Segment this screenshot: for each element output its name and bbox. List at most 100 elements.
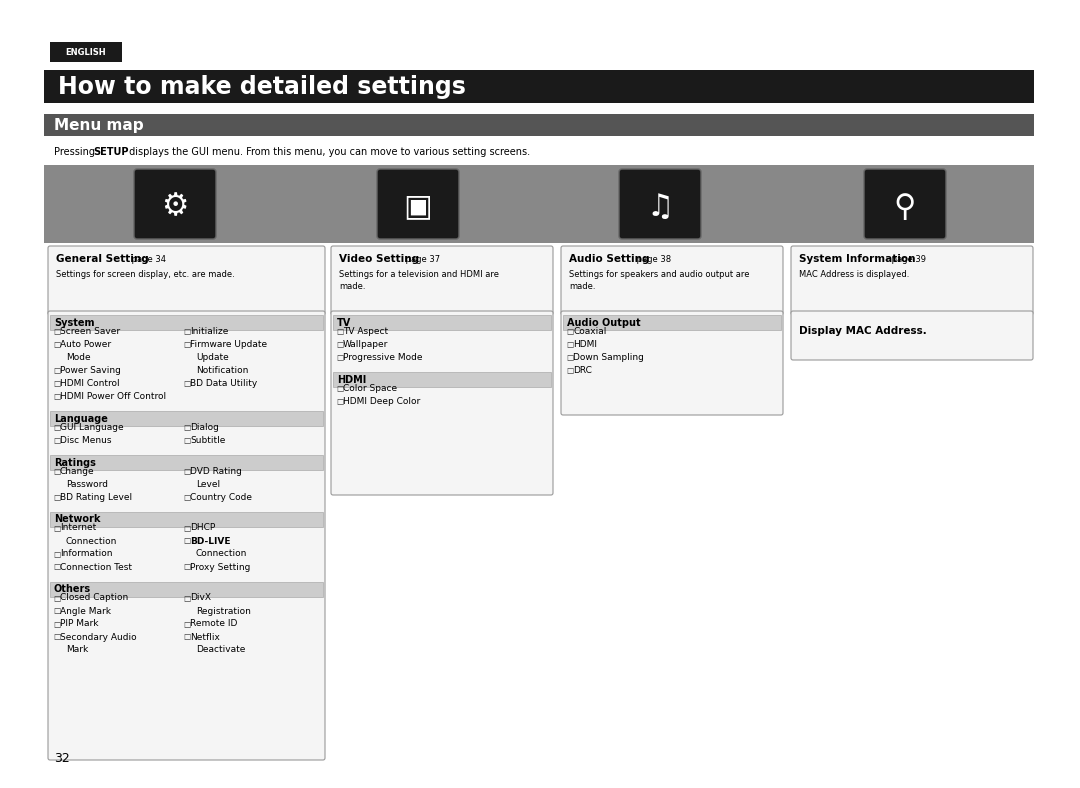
Text: □: □ [183, 633, 190, 641]
Text: □: □ [53, 366, 60, 374]
FancyBboxPatch shape [333, 315, 551, 330]
Text: □: □ [53, 523, 60, 533]
Text: □: □ [53, 549, 60, 559]
Text: page 39: page 39 [889, 255, 926, 263]
FancyBboxPatch shape [333, 372, 551, 387]
FancyBboxPatch shape [50, 411, 323, 426]
Text: 32: 32 [54, 752, 70, 764]
FancyBboxPatch shape [50, 455, 323, 470]
FancyBboxPatch shape [48, 246, 325, 315]
Text: made.: made. [569, 281, 595, 291]
Text: displays the GUI menu. From this menu, you can move to various setting screens.: displays the GUI menu. From this menu, y… [126, 147, 530, 157]
Text: □: □ [183, 563, 190, 571]
FancyBboxPatch shape [134, 169, 216, 239]
Text: □: □ [53, 436, 60, 444]
Text: Update: Update [195, 352, 229, 362]
FancyBboxPatch shape [50, 582, 323, 597]
Text: □: □ [53, 466, 60, 475]
Text: Others: Others [54, 585, 91, 594]
Text: □: □ [53, 607, 60, 615]
Text: How to make detailed settings: How to make detailed settings [58, 75, 465, 99]
Text: Country Code: Country Code [190, 492, 252, 501]
Text: □: □ [183, 537, 190, 545]
Text: DHCP: DHCP [190, 523, 215, 533]
Text: Subtitle: Subtitle [190, 436, 226, 444]
FancyBboxPatch shape [377, 169, 459, 239]
Text: DivX: DivX [190, 593, 211, 603]
Text: □: □ [336, 340, 343, 348]
Text: Audio Setting: Audio Setting [569, 254, 649, 264]
Text: GUI Language: GUI Language [60, 422, 123, 432]
Text: Closed Caption: Closed Caption [60, 593, 129, 603]
Text: □: □ [183, 340, 190, 348]
Text: □: □ [53, 633, 60, 641]
Text: Audio Output: Audio Output [567, 318, 640, 328]
Text: HDMI Deep Color: HDMI Deep Color [343, 396, 420, 406]
Text: Settings for speakers and audio output are: Settings for speakers and audio output a… [569, 269, 750, 278]
Text: □: □ [53, 619, 60, 629]
FancyBboxPatch shape [791, 311, 1032, 360]
FancyBboxPatch shape [44, 165, 1034, 243]
Text: Color Space: Color Space [343, 384, 397, 392]
Text: □: □ [566, 340, 573, 348]
Text: □: □ [183, 378, 190, 388]
Text: DRC: DRC [573, 366, 592, 374]
FancyBboxPatch shape [48, 311, 325, 760]
Text: Settings for a television and HDMI are: Settings for a television and HDMI are [339, 269, 499, 278]
Text: Menu map: Menu map [54, 117, 144, 132]
Text: System Information: System Information [799, 254, 916, 264]
Text: Remote ID: Remote ID [190, 619, 238, 629]
Text: DVD Rating: DVD Rating [190, 466, 242, 475]
FancyBboxPatch shape [619, 169, 701, 239]
Text: ▣: ▣ [404, 192, 432, 221]
Text: TV Aspect: TV Aspect [343, 326, 388, 336]
Text: □: □ [53, 340, 60, 348]
FancyBboxPatch shape [561, 311, 783, 415]
Text: □: □ [183, 492, 190, 501]
FancyBboxPatch shape [50, 42, 122, 62]
Text: Mode: Mode [66, 352, 91, 362]
Text: BD Data Utility: BD Data Utility [190, 378, 257, 388]
Text: □: □ [566, 326, 573, 336]
Text: PIP Mark: PIP Mark [60, 619, 98, 629]
Text: page 34: page 34 [129, 255, 166, 263]
Text: Display MAC Address.: Display MAC Address. [799, 326, 927, 336]
Text: made.: made. [339, 281, 365, 291]
Text: TV: TV [337, 318, 351, 328]
Text: Language: Language [54, 414, 108, 423]
Text: Registration: Registration [195, 607, 251, 615]
Text: HDMI Power Off Control: HDMI Power Off Control [60, 392, 166, 400]
Text: Down Sampling: Down Sampling [573, 352, 644, 362]
FancyBboxPatch shape [330, 311, 553, 495]
Text: □: □ [183, 466, 190, 475]
Text: Notification: Notification [195, 366, 248, 374]
Text: Connection: Connection [66, 537, 118, 545]
Text: □: □ [53, 593, 60, 603]
Text: ENGLISH: ENGLISH [66, 47, 106, 57]
FancyBboxPatch shape [44, 70, 1034, 103]
Text: Connection: Connection [195, 549, 247, 559]
Text: □: □ [183, 523, 190, 533]
Text: Settings for screen display, etc. are made.: Settings for screen display, etc. are ma… [56, 269, 234, 278]
FancyBboxPatch shape [791, 246, 1032, 315]
Text: MAC Address is displayed.: MAC Address is displayed. [799, 269, 909, 278]
Text: □: □ [566, 352, 573, 362]
FancyBboxPatch shape [561, 246, 783, 315]
FancyBboxPatch shape [563, 315, 781, 330]
Text: General Setting: General Setting [56, 254, 149, 264]
Text: Connection Test: Connection Test [60, 563, 132, 571]
Text: HDMI: HDMI [337, 374, 366, 385]
Text: Network: Network [54, 515, 100, 525]
FancyBboxPatch shape [50, 512, 323, 527]
Text: BD Rating Level: BD Rating Level [60, 492, 132, 501]
Text: Dialog: Dialog [190, 422, 219, 432]
Text: BD-LIVE: BD-LIVE [190, 537, 230, 545]
Text: Mark: Mark [66, 645, 89, 655]
FancyBboxPatch shape [44, 114, 1034, 136]
Text: □: □ [336, 384, 343, 392]
Text: □: □ [183, 422, 190, 432]
Text: □: □ [53, 492, 60, 501]
FancyBboxPatch shape [330, 246, 553, 315]
Text: Password: Password [66, 480, 108, 489]
Text: □: □ [183, 593, 190, 603]
